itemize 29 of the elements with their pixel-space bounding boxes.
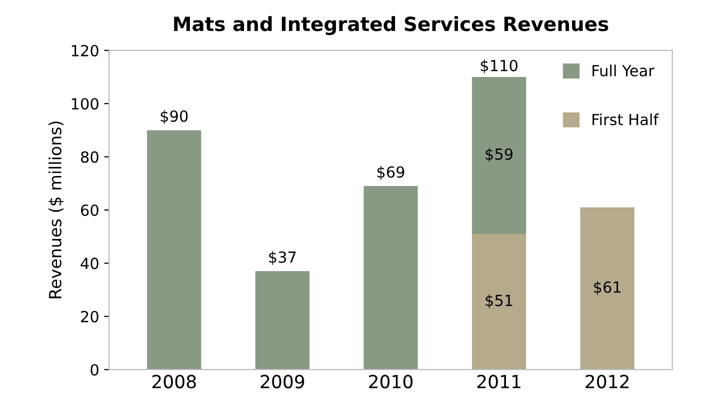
x-tick-label: 2010 <box>369 374 412 388</box>
data-label: $90 <box>160 110 188 124</box>
x-tick-label: 2008 <box>152 374 196 388</box>
bar <box>472 77 526 234</box>
y-tick-label: 40 <box>80 258 98 270</box>
x-tick-label: 2011 <box>477 374 520 388</box>
y-tick-label: 60 <box>81 204 98 216</box>
data-label: $37 <box>269 251 296 265</box>
legend-label: First Half <box>592 113 659 126</box>
legend-label: Full Year <box>592 64 654 76</box>
bar <box>364 186 418 370</box>
y-tick-label: 80 <box>80 151 98 163</box>
bar <box>472 234 526 370</box>
bar <box>580 207 634 370</box>
chart-title: Mats and Integrated Services Revenues <box>174 16 608 36</box>
y-tick-label: 120 <box>72 44 98 56</box>
data-label: $61 <box>594 281 621 295</box>
y-tick-label: 20 <box>81 310 98 322</box>
data-label: $51 <box>486 294 512 308</box>
y-axis-title: Revenues ($ millions) <box>48 122 64 298</box>
y-tick-label: 0 <box>90 364 98 376</box>
x-tick-label: 2009 <box>260 374 304 388</box>
bar <box>255 271 310 370</box>
bar <box>147 130 202 370</box>
y-tick-label: 100 <box>72 98 98 110</box>
data-label: $69 <box>377 166 404 180</box>
x-tick-label: 2012 <box>586 374 628 388</box>
data-label: $59 <box>486 148 513 162</box>
total-label: $110 <box>480 60 518 74</box>
